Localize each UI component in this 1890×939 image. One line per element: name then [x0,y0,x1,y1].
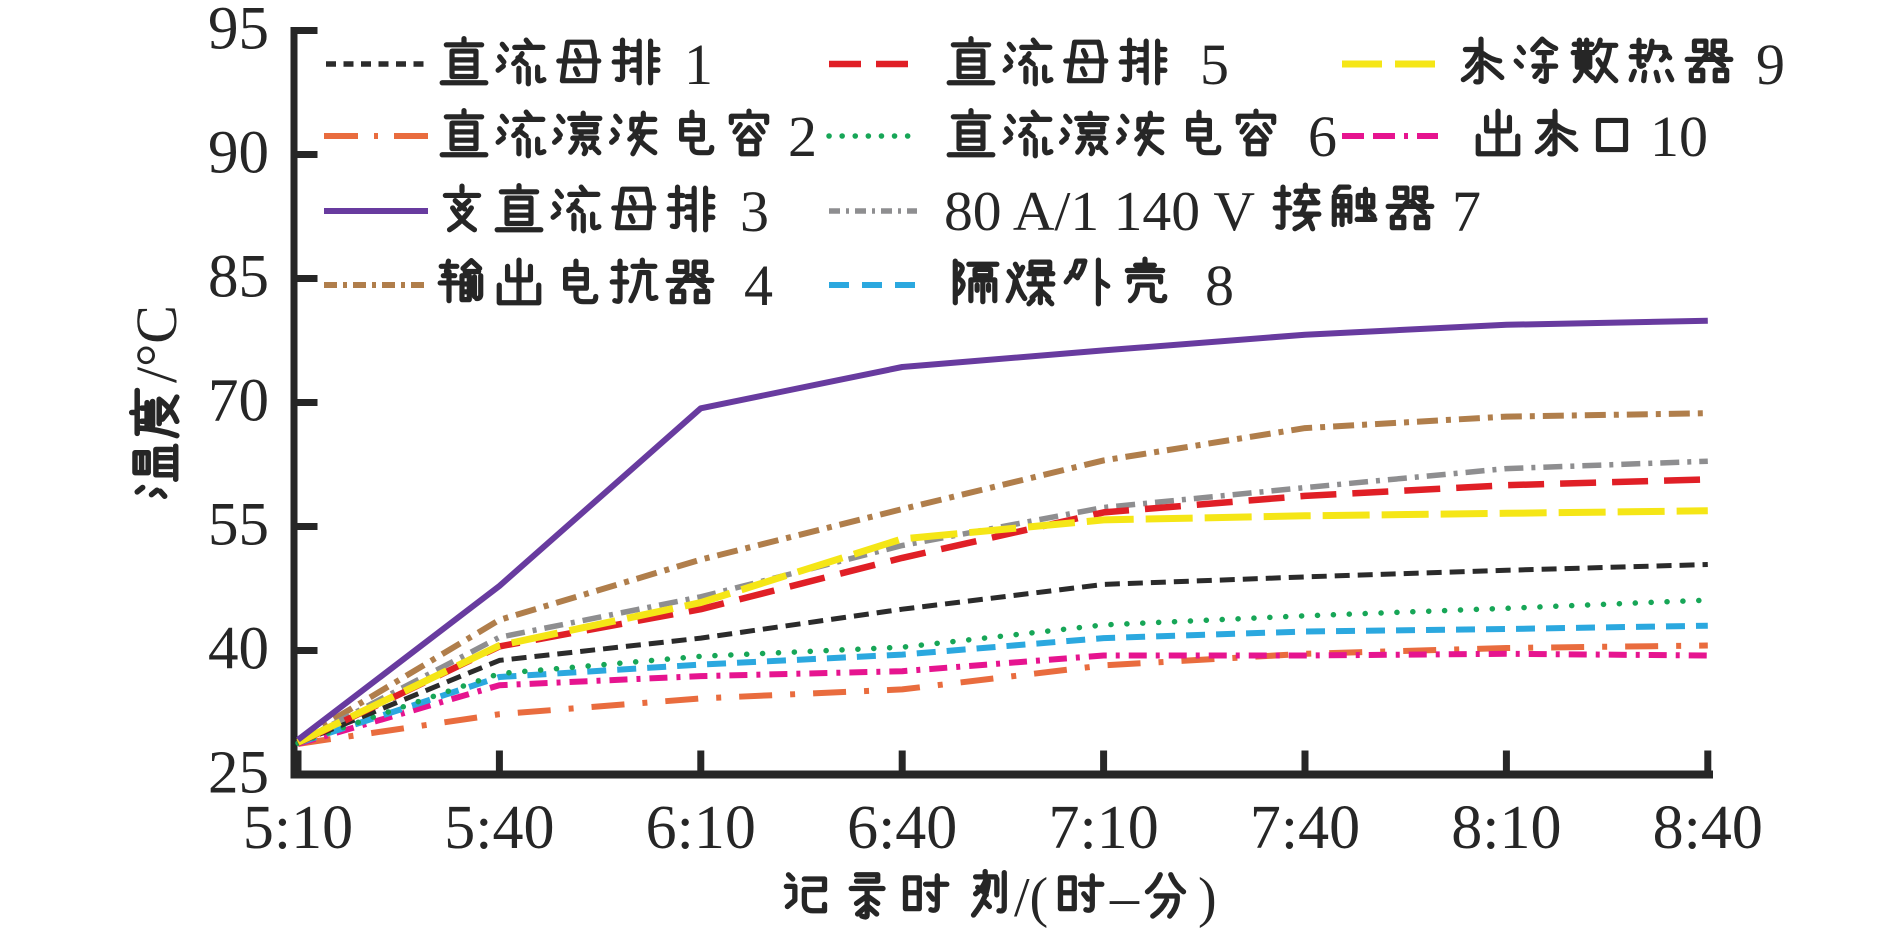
svg-text:5:10: 5:10 [243,794,353,862]
svg-text:6:40: 6:40 [847,794,957,862]
svg-text:5:40: 5:40 [444,794,554,862]
svg-text:4: 4 [744,253,773,318]
svg-text:5: 5 [1200,32,1229,97]
svg-text:85: 85 [208,244,269,311]
svg-text:55: 55 [208,492,269,559]
svg-text:8:40: 8:40 [1653,794,1763,862]
svg-text:7:10: 7:10 [1048,794,1158,862]
svg-text:90: 90 [208,120,269,187]
svg-text:6:10: 6:10 [646,794,756,862]
svg-text:/°C: /°C [124,305,189,383]
svg-text:95: 95 [208,0,269,63]
svg-text:70: 70 [208,368,269,435]
svg-text:6: 6 [1308,104,1337,169]
svg-text:8: 8 [1205,253,1234,318]
svg-text:): ) [1198,867,1217,929]
svg-text:8:10: 8:10 [1451,794,1561,862]
svg-text:7: 7 [1452,179,1481,244]
svg-text:25: 25 [208,740,269,807]
svg-text:2: 2 [788,104,817,169]
svg-text:3: 3 [740,179,769,244]
svg-text:1: 1 [684,32,713,97]
svg-text:40: 40 [208,616,269,683]
svg-text:10: 10 [1650,104,1708,169]
svg-text:/(: /( [1014,867,1048,929]
svg-text:9: 9 [1756,32,1785,97]
svg-text:–: – [1109,864,1140,929]
svg-text:80 A/1 140 V: 80 A/1 140 V [944,181,1255,243]
svg-text:7:40: 7:40 [1250,794,1360,862]
